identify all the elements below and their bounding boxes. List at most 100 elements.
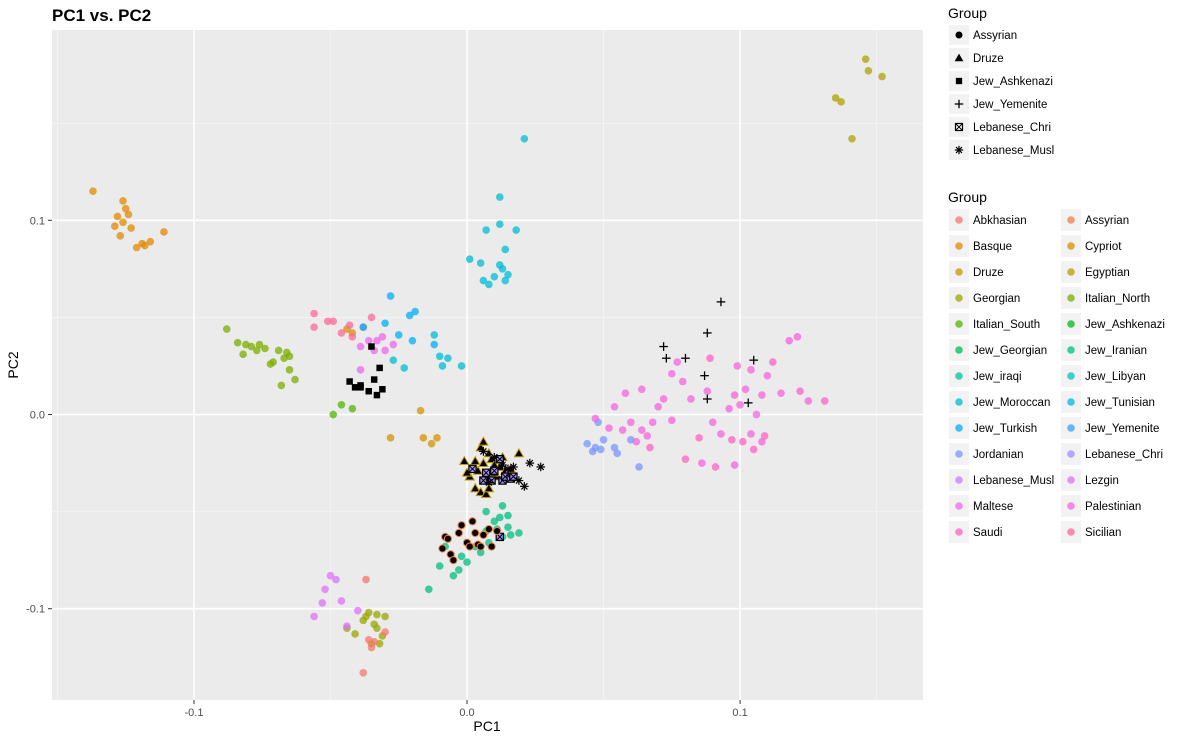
- point-italian-north: [239, 350, 247, 359]
- point-maltese: [378, 333, 387, 341]
- point-basque: [160, 228, 168, 236]
- marker-lebanese-musl: [509, 462, 518, 472]
- point-basque: [89, 187, 97, 195]
- point-italian-north: [222, 325, 231, 333]
- point-lezgin: [337, 597, 346, 605]
- point-basque: [121, 204, 130, 213]
- shape-legend-label: Lebanese_Musl: [973, 145, 1054, 157]
- marker-jew-ashkenazi: [346, 378, 353, 385]
- point-jew-iranian: [455, 566, 463, 574]
- marker-jew-ashkenazi: [373, 391, 381, 399]
- point-lezgin: [310, 612, 318, 621]
- point-palestinian: [668, 369, 676, 378]
- point-palestinian: [725, 404, 733, 413]
- point-jordanian: [635, 463, 643, 471]
- point-jew-moroccan: [490, 272, 499, 281]
- marker-jew-ashkenazi: [351, 384, 359, 391]
- point-italian-north: [283, 348, 291, 357]
- color-legend-label: Jew_Yemenite: [1085, 423, 1159, 435]
- point-saudi: [711, 463, 720, 471]
- point-georgian: [351, 630, 359, 638]
- point-palestinian: [708, 418, 717, 427]
- point-saudi: [820, 397, 829, 405]
- point-palestinian: [654, 402, 662, 411]
- marker-jew-ashkenazi: [379, 386, 386, 393]
- point-palestinian: [730, 391, 739, 399]
- point-jew-turkish: [430, 340, 439, 349]
- point-palestinian: [763, 371, 772, 380]
- point-saudi: [738, 437, 747, 446]
- point-palestinian: [678, 377, 687, 386]
- point-jew-moroccan: [435, 352, 444, 361]
- point-sicilian: [310, 323, 318, 331]
- point-italian-north: [261, 344, 269, 353]
- marker-lebanese-musl: [479, 447, 488, 456]
- point-palestinian: [610, 402, 619, 411]
- legend-color-swatch: [955, 528, 963, 536]
- color-legend-label: Maltese: [973, 501, 1013, 513]
- point-palestinian: [741, 385, 750, 394]
- point-jew-iranian: [476, 548, 485, 557]
- legend-color-swatch: [955, 476, 963, 484]
- point-saudi: [706, 354, 714, 363]
- color-legend-label: Saudi: [973, 527, 1002, 539]
- marker-lebanese-musl: [536, 462, 546, 472]
- marker-jew-yemenite: [681, 353, 690, 363]
- point-jew-iranian: [424, 585, 433, 594]
- point-palestinian: [632, 437, 641, 446]
- data-points: [89, 55, 886, 677]
- point-basque: [119, 197, 127, 205]
- point-basque: [119, 218, 127, 227]
- color-legend-label: Italian_South: [973, 319, 1040, 331]
- color-legend-label: Lebanese_Musl: [973, 475, 1054, 487]
- x-tick-label: -0.1: [184, 707, 203, 719]
- point-palestinian: [637, 426, 646, 434]
- point-jew-moroccan: [504, 270, 512, 279]
- point-italian-south: [337, 401, 346, 409]
- point-jew-moroccan: [501, 245, 510, 254]
- point-basque: [116, 232, 125, 240]
- point-palestinian: [747, 366, 755, 374]
- color-legend-label: Assyrian: [1085, 215, 1129, 227]
- point-basque: [132, 243, 141, 252]
- marker-assyrian: [468, 517, 477, 526]
- color-legend-label: Lezgin: [1085, 475, 1119, 487]
- point-jew-moroccan: [495, 193, 504, 201]
- point-palestinian: [673, 358, 682, 366]
- color-legend-label: Jew_Libyan: [1085, 371, 1146, 383]
- legend-circle-icon: [955, 31, 963, 39]
- x-axis-title: PC1: [473, 718, 500, 734]
- point-italian-north: [291, 375, 299, 384]
- point-lezgin: [318, 599, 327, 607]
- legend-color-swatch: [955, 216, 963, 224]
- point-palestinian: [785, 336, 794, 345]
- point-jew-iranian: [449, 571, 458, 580]
- point-sicilian: [329, 317, 338, 326]
- point-sicilian: [337, 329, 346, 337]
- shape-legend-title: Group: [948, 5, 987, 21]
- point-palestinian: [747, 430, 755, 438]
- marker-lebanese-chri: [509, 472, 518, 481]
- point-italian-south: [329, 410, 338, 419]
- point-jew-iranian: [463, 558, 471, 566]
- marker-druze: [458, 455, 470, 466]
- marker-druze: [483, 482, 495, 493]
- color-legend-label: Italian_North: [1085, 293, 1150, 305]
- marker-assyrian: [457, 521, 466, 530]
- marker-jew-ashkenazi: [376, 364, 383, 372]
- marker-lebanese-chri: [468, 464, 477, 474]
- point-saudi: [695, 434, 703, 442]
- point-palestinian: [703, 387, 712, 396]
- point-egyptian: [837, 98, 845, 106]
- marker-assyrian: [471, 528, 480, 538]
- marker-jew-yemenite: [702, 394, 712, 404]
- point-saudi: [796, 387, 804, 396]
- point-abkhasian: [362, 575, 370, 584]
- legend-color-swatch: [955, 450, 963, 458]
- point-palestinian: [804, 397, 813, 405]
- point-jew-moroccan: [501, 276, 510, 285]
- color-legend-label: Basque: [973, 241, 1012, 253]
- point-jew-iranian: [498, 501, 507, 510]
- point-palestinian: [591, 414, 600, 423]
- point-palestinian: [605, 424, 613, 432]
